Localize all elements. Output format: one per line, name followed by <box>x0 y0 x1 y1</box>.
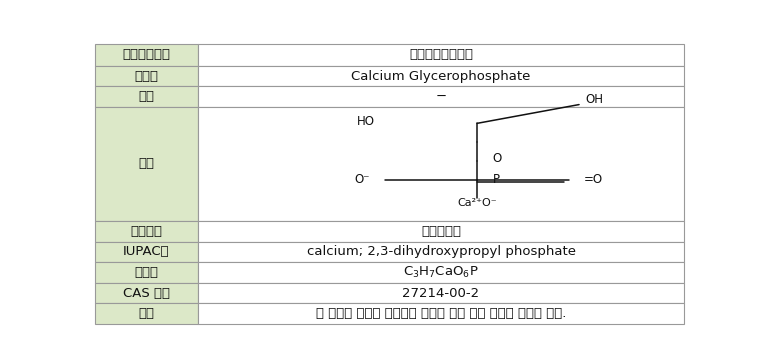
Text: calcium; 2,3-dihydroxypropyl phosphate: calcium; 2,3-dihydroxypropyl phosphate <box>306 245 575 258</box>
Bar <box>198 44 684 66</box>
Bar <box>198 66 684 86</box>
Text: CAS 번호: CAS 번호 <box>123 286 170 300</box>
Bar <box>198 242 684 262</box>
Bar <box>198 303 684 324</box>
Text: 글리세로인산칼슘: 글리세로인산칼슘 <box>409 48 473 61</box>
Text: 영양강화제: 영양강화제 <box>421 225 461 238</box>
Bar <box>95 262 198 283</box>
Text: Calcium Glycerophosphate: Calcium Glycerophosphate <box>351 70 530 83</box>
Bar <box>198 107 684 221</box>
Bar <box>95 107 198 221</box>
Text: IUPAC명: IUPAC명 <box>123 245 169 258</box>
Bar <box>198 86 684 107</box>
Bar <box>198 283 684 303</box>
Text: O: O <box>492 151 502 165</box>
Text: 구조: 구조 <box>138 158 154 170</box>
Text: 27214-00-2: 27214-00-2 <box>403 286 480 300</box>
Text: 분자식: 분자식 <box>135 266 159 279</box>
Text: =O: =O <box>584 173 603 186</box>
Bar <box>198 221 684 242</box>
Bar <box>95 66 198 86</box>
Bar <box>95 86 198 107</box>
Text: 주요용도: 주요용도 <box>131 225 163 238</box>
Text: OH: OH <box>585 94 603 106</box>
Text: −: − <box>435 90 447 103</box>
Bar <box>95 283 198 303</box>
Text: P: P <box>492 173 499 186</box>
Text: 이명: 이명 <box>138 90 154 103</box>
Text: 식품첨가물명: 식품첨가물명 <box>122 48 170 61</box>
Text: 영문명: 영문명 <box>135 70 159 83</box>
Bar <box>95 44 198 66</box>
Text: O⁻: O⁻ <box>354 173 370 186</box>
Text: Ca²⁺O⁻: Ca²⁺O⁻ <box>458 198 497 208</box>
Bar <box>198 262 684 283</box>
Text: 이 품목은 백색의 분말로서 냄새가 없고 약간 쓴맛을 가지고 있다.: 이 품목은 백색의 분말로서 냄새가 없고 약간 쓴맛을 가지고 있다. <box>316 307 566 320</box>
Bar <box>95 221 198 242</box>
Text: $\mathregular{C_3H_7CaO_6P}$: $\mathregular{C_3H_7CaO_6P}$ <box>404 265 479 280</box>
Text: HO: HO <box>357 115 375 128</box>
Bar <box>95 242 198 262</box>
Text: 성상: 성상 <box>138 307 154 320</box>
Bar <box>95 303 198 324</box>
